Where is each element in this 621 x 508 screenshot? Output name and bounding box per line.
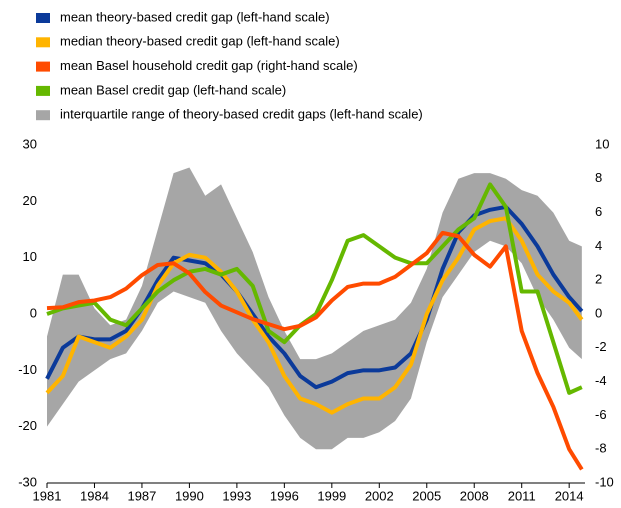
y2-tick-label: -10 [595,474,614,489]
y-tick-label: -10 [18,362,37,377]
y2-tick-label: 2 [595,272,602,287]
x-tick-label: 1990 [175,488,204,503]
y2-tick-label: -2 [595,339,607,354]
legend-label: mean theory-based credit gap (left-hand … [60,9,330,24]
y-tick-label: 0 [30,305,37,320]
y2-tick-label: 10 [595,136,609,151]
legend-swatch [36,110,50,121]
x-tick-label: 2011 [508,488,536,503]
legend-label: median theory-based credit gap (left-han… [60,34,340,49]
series-line [45,216,584,415]
x-tick-label: 1999 [317,488,346,503]
x-tick-label: 1993 [222,488,251,503]
y2-tick-label: 6 [595,204,602,219]
x-tick-label: 1984 [80,488,109,503]
legend-swatch [36,37,50,48]
y2-tick-label: 0 [595,305,602,320]
x-tick-label: 2008 [460,488,489,503]
y2-tick-label: -6 [595,407,607,422]
x-tick-label: 1987 [127,488,156,503]
y2-tick-label: 4 [595,238,602,253]
x-tick-label: 1996 [270,488,299,503]
y2-tick-label: 8 [595,170,602,185]
iqr-band [47,167,582,450]
y-tick-label: -20 [18,418,37,433]
legend-swatch [36,61,50,72]
legend-swatch [36,85,50,96]
legend-label: mean Basel credit gap (left-hand scale) [60,82,286,97]
legend-label: interquartile range of theory-based cred… [60,107,423,122]
x-tick-label: 2005 [412,488,441,503]
y-tick-label: -30 [18,474,37,489]
x-tick-label: 1981 [33,488,62,503]
legend-swatch [36,13,50,23]
series-line [46,182,583,395]
legend-label: mean Basel household credit gap (right-h… [60,58,358,73]
y-tick-label: 30 [23,136,37,151]
y-tick-label: 10 [23,249,37,264]
y-tick-label: 20 [23,193,37,208]
x-tick-label: 2002 [365,488,394,503]
x-tick-label: 2014 [555,488,584,503]
series-line [46,230,584,471]
y2-tick-label: -4 [595,373,607,388]
y2-tick-label: -8 [595,441,607,456]
